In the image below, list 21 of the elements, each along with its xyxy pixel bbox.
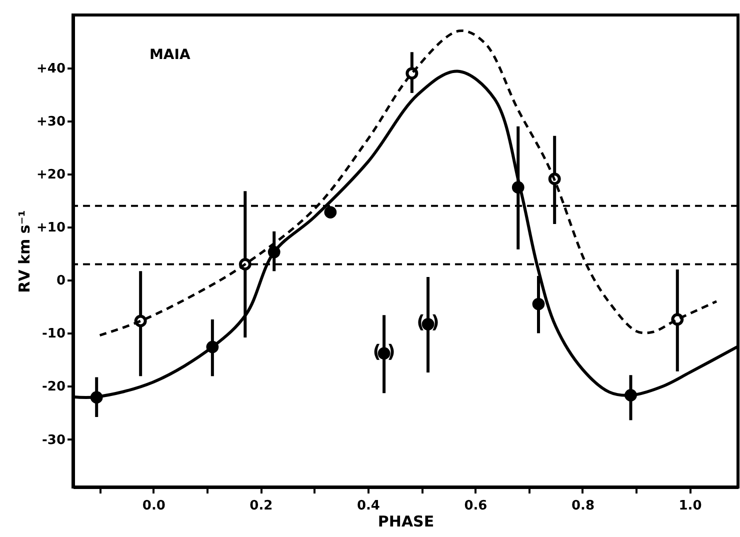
point (532, 298, 545, 310)
x-tick-label: 1.0 (678, 498, 702, 514)
y-tick-label: +30 (36, 114, 66, 130)
y-tick-label: -20 (42, 380, 66, 395)
annotation: MAIA (149, 47, 190, 64)
x-tick-label: 0.8 (571, 498, 594, 514)
y-tick-label: +20 (36, 168, 66, 183)
text: 0.0 (142, 498, 166, 514)
y-tick-label: +10 (36, 220, 66, 236)
x-axis-title: PHASE (378, 512, 434, 530)
y-axis-title: RV km s⁻¹ (16, 210, 34, 293)
annotation: ( ) (416, 312, 440, 334)
x-tick-label: 0.2 (250, 498, 273, 514)
point (324, 206, 337, 218)
y-tick-label: -30 (42, 432, 66, 448)
x-tick-label: 0.4 (356, 498, 380, 514)
y-tick-label: -10 (42, 326, 66, 342)
y-tick-label: 0 (56, 274, 66, 289)
x-tick-label: 0.6 (464, 498, 488, 514)
annotation: ( ) (372, 341, 396, 362)
y-tick-label: +40 (36, 62, 66, 77)
